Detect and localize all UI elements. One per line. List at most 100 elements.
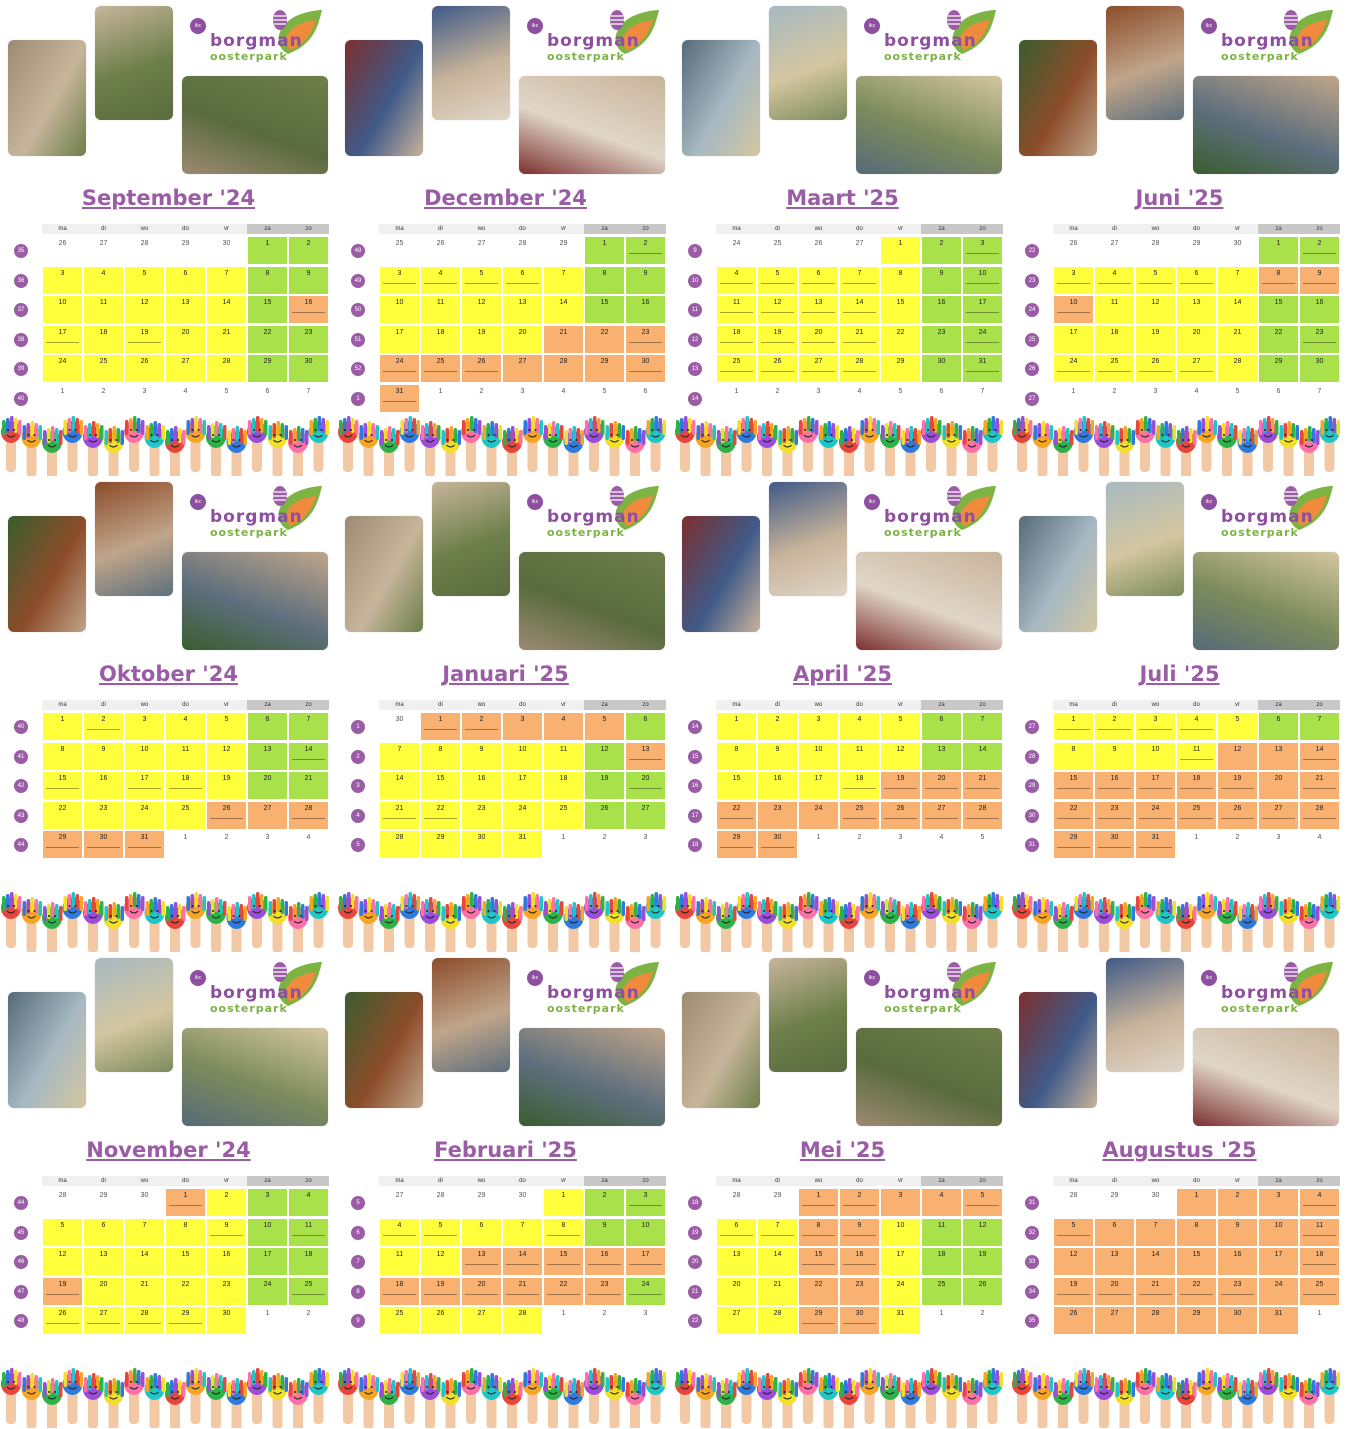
- day-cell: 29: [165, 236, 206, 265]
- day-cell: 28: [1135, 236, 1176, 265]
- day-cell: 30: [124, 1188, 165, 1217]
- day-cell: 7: [1299, 712, 1340, 741]
- day-note: [210, 1234, 243, 1236]
- day-cell: 5: [1217, 383, 1258, 413]
- day-number: 6: [939, 716, 944, 723]
- day-number: 14: [140, 1251, 149, 1258]
- weekday-header: di: [420, 224, 461, 234]
- day-number: 2: [1235, 1192, 1240, 1199]
- day-note: [761, 312, 794, 313]
- day-cell: 21: [839, 324, 880, 354]
- week-number: 4: [351, 808, 365, 823]
- day-number: 23: [773, 804, 782, 812]
- day-number: 13: [937, 745, 946, 753]
- day-note: [87, 1323, 120, 1324]
- day-cell: 11: [83, 295, 124, 324]
- day-cell: 16: [584, 1247, 625, 1276]
- day-note: [292, 1234, 325, 1236]
- day-cell: 16: [839, 1247, 880, 1276]
- school-logo: ikc borgman oosterpark: [864, 6, 1004, 66]
- day-cell: 3: [962, 236, 1003, 265]
- day-cell: 11: [165, 741, 206, 771]
- week-number: 35: [1025, 1314, 1039, 1328]
- day-cell: 4: [420, 265, 461, 295]
- day-note: [966, 312, 999, 313]
- day-note: [1303, 253, 1336, 254]
- day-number: 26: [436, 1310, 445, 1317]
- logo-subname: oosterpark: [884, 50, 962, 63]
- day-number: 22: [1069, 804, 1078, 812]
- day-cell: 26: [461, 354, 502, 383]
- day-cell: 14: [1135, 1247, 1176, 1276]
- day-note: [1098, 1293, 1131, 1295]
- week-number: 49: [351, 273, 365, 288]
- day-cell: 4: [288, 1188, 329, 1217]
- day-number: 29: [1192, 1310, 1201, 1317]
- day-cell: 15: [798, 1247, 839, 1276]
- day-note: [1221, 788, 1254, 789]
- day-number: 8: [60, 745, 65, 753]
- day-number: 28: [518, 240, 527, 247]
- day-cell: 29: [716, 830, 757, 859]
- day-note: [46, 1293, 79, 1295]
- day-cell: 20: [247, 771, 288, 800]
- day-number: 27: [641, 804, 650, 812]
- day-note: [966, 1205, 999, 1206]
- day-cell: 3: [798, 712, 839, 741]
- day-note: [843, 1323, 876, 1324]
- day-cell: 28: [757, 1306, 798, 1335]
- day-cell: 16: [1299, 295, 1340, 324]
- day-cell: 1: [247, 1306, 288, 1335]
- day-cell: 23: [1299, 324, 1340, 354]
- photo: [1193, 1028, 1339, 1126]
- week-number: 14: [688, 720, 702, 734]
- day-number: 4: [183, 716, 188, 723]
- photo: [345, 40, 423, 156]
- day-note: [843, 1264, 876, 1265]
- weekday-header: di: [83, 700, 124, 710]
- day-number: 26: [978, 1280, 987, 1288]
- day-cell: 8: [1176, 1217, 1217, 1247]
- logo-subname: oosterpark: [547, 526, 625, 539]
- day-cell: 9: [206, 1217, 247, 1247]
- day-number: 29: [896, 358, 905, 365]
- day-number: 3: [816, 716, 821, 723]
- day-note: [424, 282, 457, 284]
- painted-hands-banner: [1, 892, 329, 952]
- day-number: 3: [1276, 834, 1281, 841]
- day-number: 7: [1235, 269, 1240, 277]
- day-number: 5: [898, 716, 903, 723]
- day-cell: 3: [1258, 1188, 1299, 1217]
- day-cell: 24: [1258, 1276, 1299, 1306]
- day-cell: 10: [1258, 1217, 1299, 1247]
- weekday-header: do: [1176, 224, 1217, 234]
- weekday-header: di: [1094, 1176, 1135, 1186]
- day-number: 28: [140, 1310, 149, 1317]
- day-cell: 17: [247, 1247, 288, 1276]
- day-number: 2: [479, 716, 484, 723]
- day-cell: 6: [165, 265, 206, 295]
- day-number: 25: [304, 1280, 313, 1288]
- day-cell: 23: [288, 324, 329, 354]
- day-number: 3: [60, 269, 65, 277]
- day-note: [588, 1264, 621, 1265]
- day-note: [843, 371, 876, 372]
- day-number: 31: [1151, 834, 1160, 841]
- day-cell: 21: [962, 771, 1003, 800]
- day-cell: 30: [206, 236, 247, 265]
- week-number: 12: [688, 332, 702, 347]
- day-number: 24: [814, 804, 823, 812]
- day-cell: 1: [420, 712, 461, 741]
- day-cell: 8: [247, 265, 288, 295]
- day-note: [802, 1323, 835, 1324]
- day-cell: 7: [502, 1217, 543, 1247]
- day-number: 13: [641, 745, 650, 753]
- week-number: 52: [351, 362, 365, 376]
- day-cell: 28: [124, 1306, 165, 1335]
- day-cell: 29: [83, 1188, 124, 1217]
- day-number: 1: [1071, 716, 1076, 723]
- day-number: 19: [1069, 1280, 1078, 1288]
- day-number: 4: [857, 716, 862, 723]
- day-number: 26: [1069, 1310, 1078, 1317]
- day-number: 14: [395, 775, 404, 782]
